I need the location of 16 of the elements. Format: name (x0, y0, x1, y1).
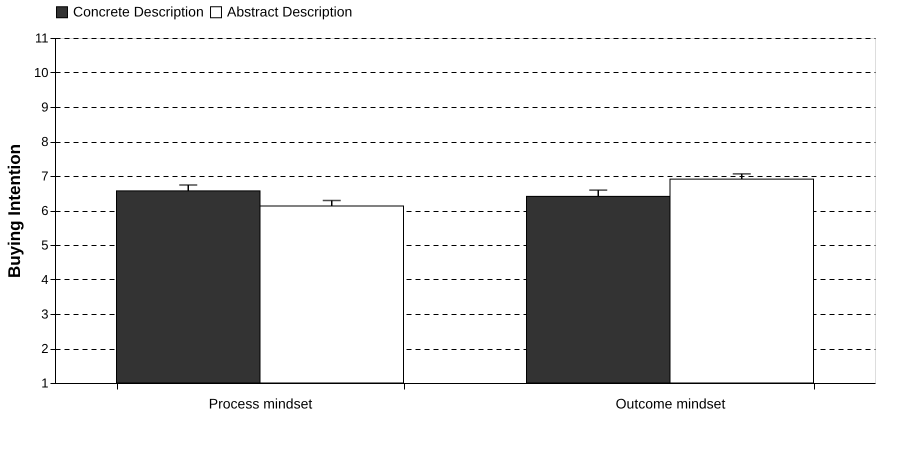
y-tick-label: 7 (41, 168, 48, 184)
y-tick-label: 6 (41, 203, 48, 218)
y-tick-label: 3 (41, 306, 48, 322)
y-tick-label: 5 (41, 238, 48, 252)
y-axis-title: Buying Intention (5, 144, 24, 278)
x-tick-label: Process mindset (208, 396, 312, 412)
y-tick-label: 4 (41, 272, 48, 287)
legend-label: Abstract Description (227, 3, 352, 20)
y-tick-label: 11 (35, 30, 48, 46)
y-tick-label: 1 (41, 376, 48, 390)
y-tick-label: 8 (41, 134, 48, 149)
y-tick-label: 2 (41, 341, 48, 356)
y-tick-label: 10 (34, 65, 48, 80)
x-tick-label: Outcome mindset (616, 396, 726, 412)
legend-label: Concrete Description (73, 3, 204, 20)
y-tick-label: 9 (41, 100, 48, 114)
